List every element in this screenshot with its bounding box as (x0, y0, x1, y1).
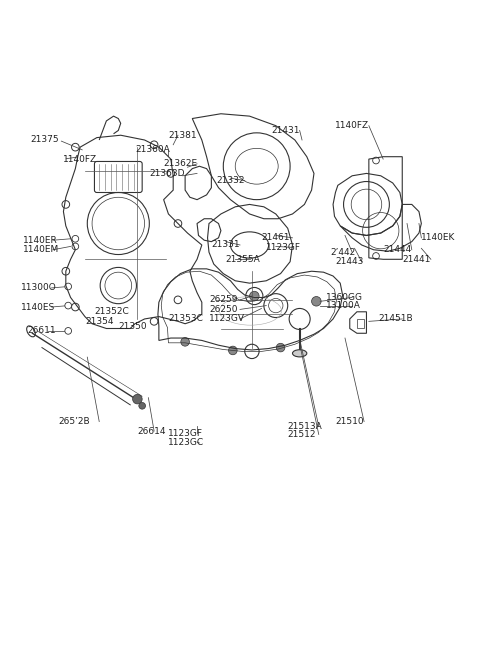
Circle shape (132, 394, 142, 404)
Circle shape (139, 403, 145, 409)
Text: 26250: 26250 (209, 305, 238, 314)
Circle shape (65, 328, 72, 334)
Text: 21355A: 21355A (226, 255, 261, 264)
Circle shape (312, 296, 321, 306)
Text: 1123GF: 1123GF (168, 429, 204, 438)
Circle shape (72, 304, 79, 311)
Text: 21431: 21431 (271, 126, 300, 135)
Text: 26259: 26259 (209, 296, 238, 304)
Bar (357, 319, 364, 328)
Text: 21362E: 21362E (164, 160, 198, 168)
Text: 1140ES: 1140ES (21, 302, 55, 311)
Text: 1140FZ: 1140FZ (63, 154, 97, 164)
Text: 1123GV: 1123GV (209, 315, 245, 323)
Circle shape (62, 267, 70, 275)
Text: 21444: 21444 (383, 245, 411, 254)
Circle shape (372, 253, 379, 260)
Text: 1140EK: 1140EK (421, 233, 456, 242)
Text: 21350: 21350 (118, 322, 147, 330)
Circle shape (250, 291, 259, 301)
Circle shape (150, 317, 158, 325)
Text: 1140FZ: 1140FZ (336, 121, 370, 130)
Circle shape (62, 200, 70, 208)
Circle shape (372, 157, 379, 164)
Circle shape (174, 296, 182, 304)
Circle shape (174, 219, 182, 227)
Text: 21353C: 21353C (168, 315, 204, 323)
Text: 1360GG: 1360GG (326, 293, 363, 302)
Circle shape (65, 283, 72, 290)
Text: 21375: 21375 (30, 135, 59, 145)
Text: 11300O: 11300O (21, 283, 56, 292)
Text: 21513A: 21513A (288, 422, 323, 431)
Circle shape (228, 346, 237, 355)
Circle shape (72, 143, 79, 151)
Circle shape (276, 344, 285, 352)
Text: 21360A: 21360A (135, 145, 170, 154)
Text: 21451B: 21451B (378, 315, 413, 323)
Text: 21510: 21510 (336, 417, 364, 426)
Text: 1123GF: 1123GF (266, 243, 301, 252)
Text: 21381: 21381 (168, 131, 197, 140)
Text: 21461: 21461 (262, 233, 290, 242)
Circle shape (72, 235, 79, 242)
Text: 2’442: 2’442 (331, 248, 356, 257)
Text: 1140ER: 1140ER (23, 236, 58, 244)
Circle shape (72, 243, 79, 250)
Text: 21354: 21354 (85, 317, 113, 326)
Text: 26614: 26614 (137, 426, 166, 436)
Text: 21332: 21332 (216, 176, 245, 185)
Text: 26611: 26611 (28, 327, 56, 335)
Ellipse shape (292, 350, 307, 357)
Text: 1123GC: 1123GC (168, 438, 204, 447)
Text: 21441: 21441 (402, 255, 431, 264)
Circle shape (65, 302, 72, 309)
Text: 265’2B: 265’2B (59, 417, 90, 426)
Circle shape (167, 170, 175, 177)
Text: 13100A: 13100A (326, 301, 361, 310)
Text: 21363D: 21363D (149, 169, 185, 178)
Circle shape (181, 338, 190, 346)
Circle shape (150, 141, 158, 148)
Text: 1140EM: 1140EM (23, 245, 59, 254)
Text: 21331: 21331 (211, 240, 240, 250)
Text: 21352C: 21352C (95, 307, 129, 316)
Text: 21512: 21512 (288, 430, 316, 439)
Text: 21443: 21443 (336, 257, 364, 266)
